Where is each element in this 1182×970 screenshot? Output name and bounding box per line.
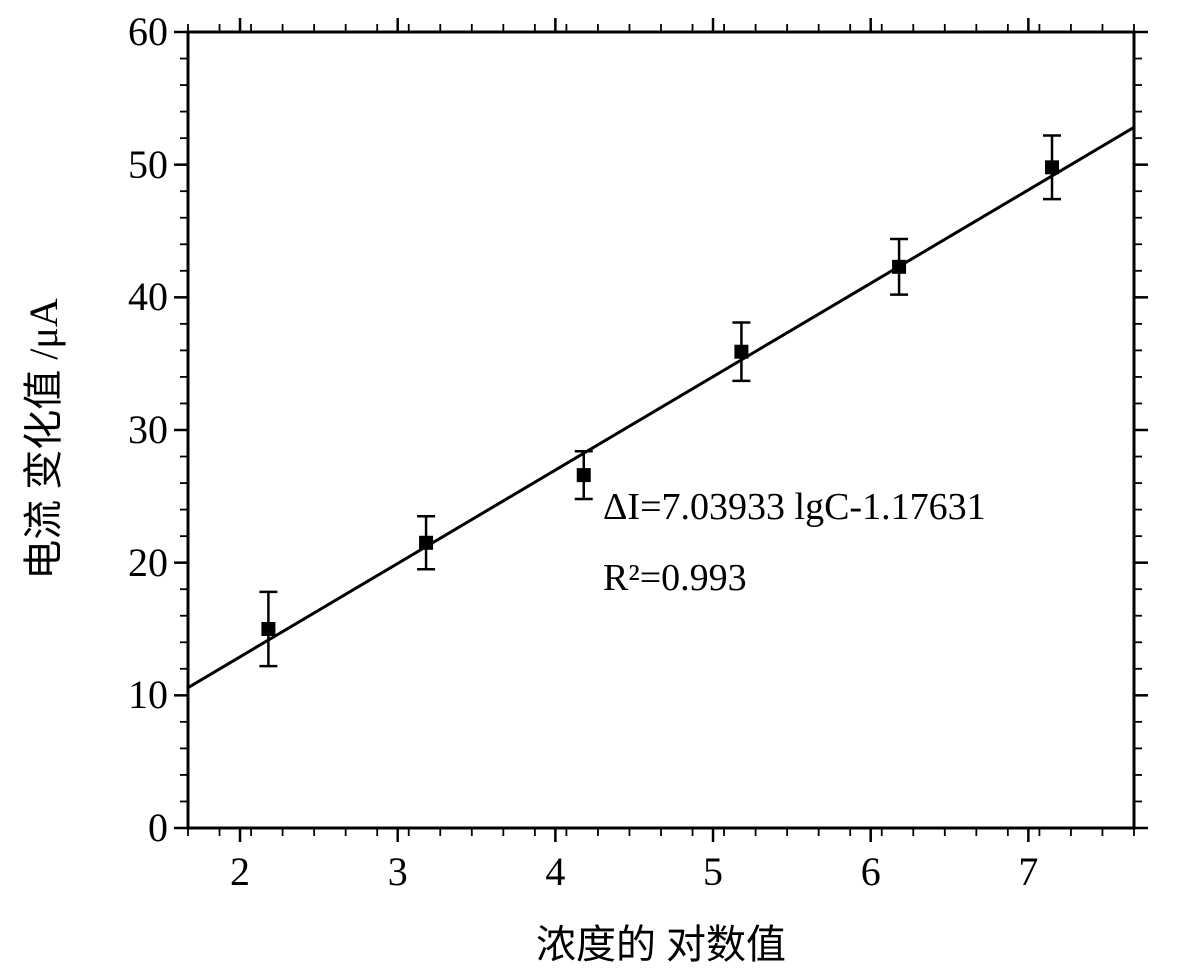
- y-axis-label: 电流 变化值 /μA: [11, 289, 69, 589]
- data-marker: [1045, 160, 1059, 174]
- fit-line: [188, 127, 1134, 687]
- data-marker: [261, 622, 275, 636]
- data-marker: [577, 468, 591, 482]
- y-tick-label: 60: [108, 8, 168, 55]
- plot-frame: [188, 32, 1134, 828]
- data-marker: [734, 345, 748, 359]
- x-tick-label: 2: [210, 848, 270, 895]
- x-tick-label: 6: [841, 848, 901, 895]
- x-tick-label: 7: [998, 848, 1058, 895]
- r-squared-annotation: R²=0.993: [603, 556, 747, 600]
- y-tick-label: 50: [108, 141, 168, 188]
- y-tick-label: 40: [108, 273, 168, 320]
- data-marker: [419, 536, 433, 550]
- y-tick-label: 20: [108, 539, 168, 586]
- x-axis-label: 浓度的 对数值: [461, 912, 861, 970]
- fit-equation-annotation: ΔI=7.03933 lgC-1.17631: [603, 485, 986, 529]
- x-tick-label: 5: [683, 848, 743, 895]
- x-tick-label: 3: [368, 848, 428, 895]
- chart-svg: [0, 0, 1182, 970]
- y-tick-label: 0: [108, 804, 168, 851]
- y-tick-label: 30: [108, 406, 168, 453]
- x-tick-label: 4: [525, 848, 585, 895]
- chart-root: 电流 变化值 /μA 浓度的 对数值 234567 0102030405060 …: [0, 0, 1182, 970]
- y-tick-label: 10: [108, 671, 168, 718]
- data-marker: [892, 260, 906, 274]
